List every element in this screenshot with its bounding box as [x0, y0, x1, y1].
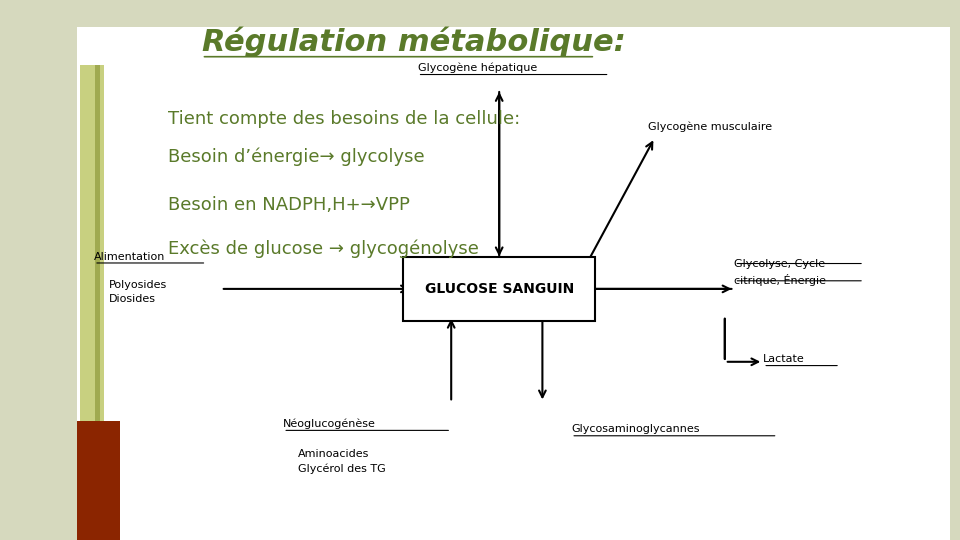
- FancyBboxPatch shape: [77, 27, 950, 540]
- Text: Régulation métabolique:: Régulation métabolique:: [202, 26, 626, 57]
- FancyBboxPatch shape: [95, 65, 101, 540]
- Text: Glycogène hépatique: Glycogène hépatique: [418, 62, 537, 73]
- Text: Glycogène musculaire: Glycogène musculaire: [648, 122, 772, 132]
- Text: Polyosides
Diosides: Polyosides Diosides: [108, 280, 167, 303]
- Text: GLUCOSE SANGUIN: GLUCOSE SANGUIN: [424, 282, 574, 296]
- Text: Glycolyse, Cycle
citrique, Énergie: Glycolyse, Cycle citrique, Énergie: [734, 259, 827, 286]
- FancyBboxPatch shape: [77, 421, 120, 540]
- FancyBboxPatch shape: [100, 65, 104, 540]
- Text: Excès de glucose → glycogénolyse: Excès de glucose → glycogénolyse: [168, 239, 479, 258]
- Text: Aminoacides
Glycérol des TG: Aminoacides Glycérol des TG: [298, 449, 385, 474]
- Text: Néoglucogénèse: Néoglucogénèse: [283, 418, 376, 429]
- Text: Besoin d’énergie→ glycolyse: Besoin d’énergie→ glycolyse: [168, 147, 424, 166]
- Text: Alimentation: Alimentation: [94, 252, 165, 261]
- Text: Besoin en NADPH,H+→VPP: Besoin en NADPH,H+→VPP: [168, 196, 410, 214]
- Text: Lactate: Lactate: [763, 354, 804, 364]
- Text: Tient compte des besoins de la cellule:: Tient compte des besoins de la cellule:: [168, 110, 520, 128]
- Text: Glycosaminoglycannes: Glycosaminoglycannes: [571, 424, 700, 434]
- FancyBboxPatch shape: [80, 65, 97, 540]
- FancyBboxPatch shape: [403, 256, 595, 321]
